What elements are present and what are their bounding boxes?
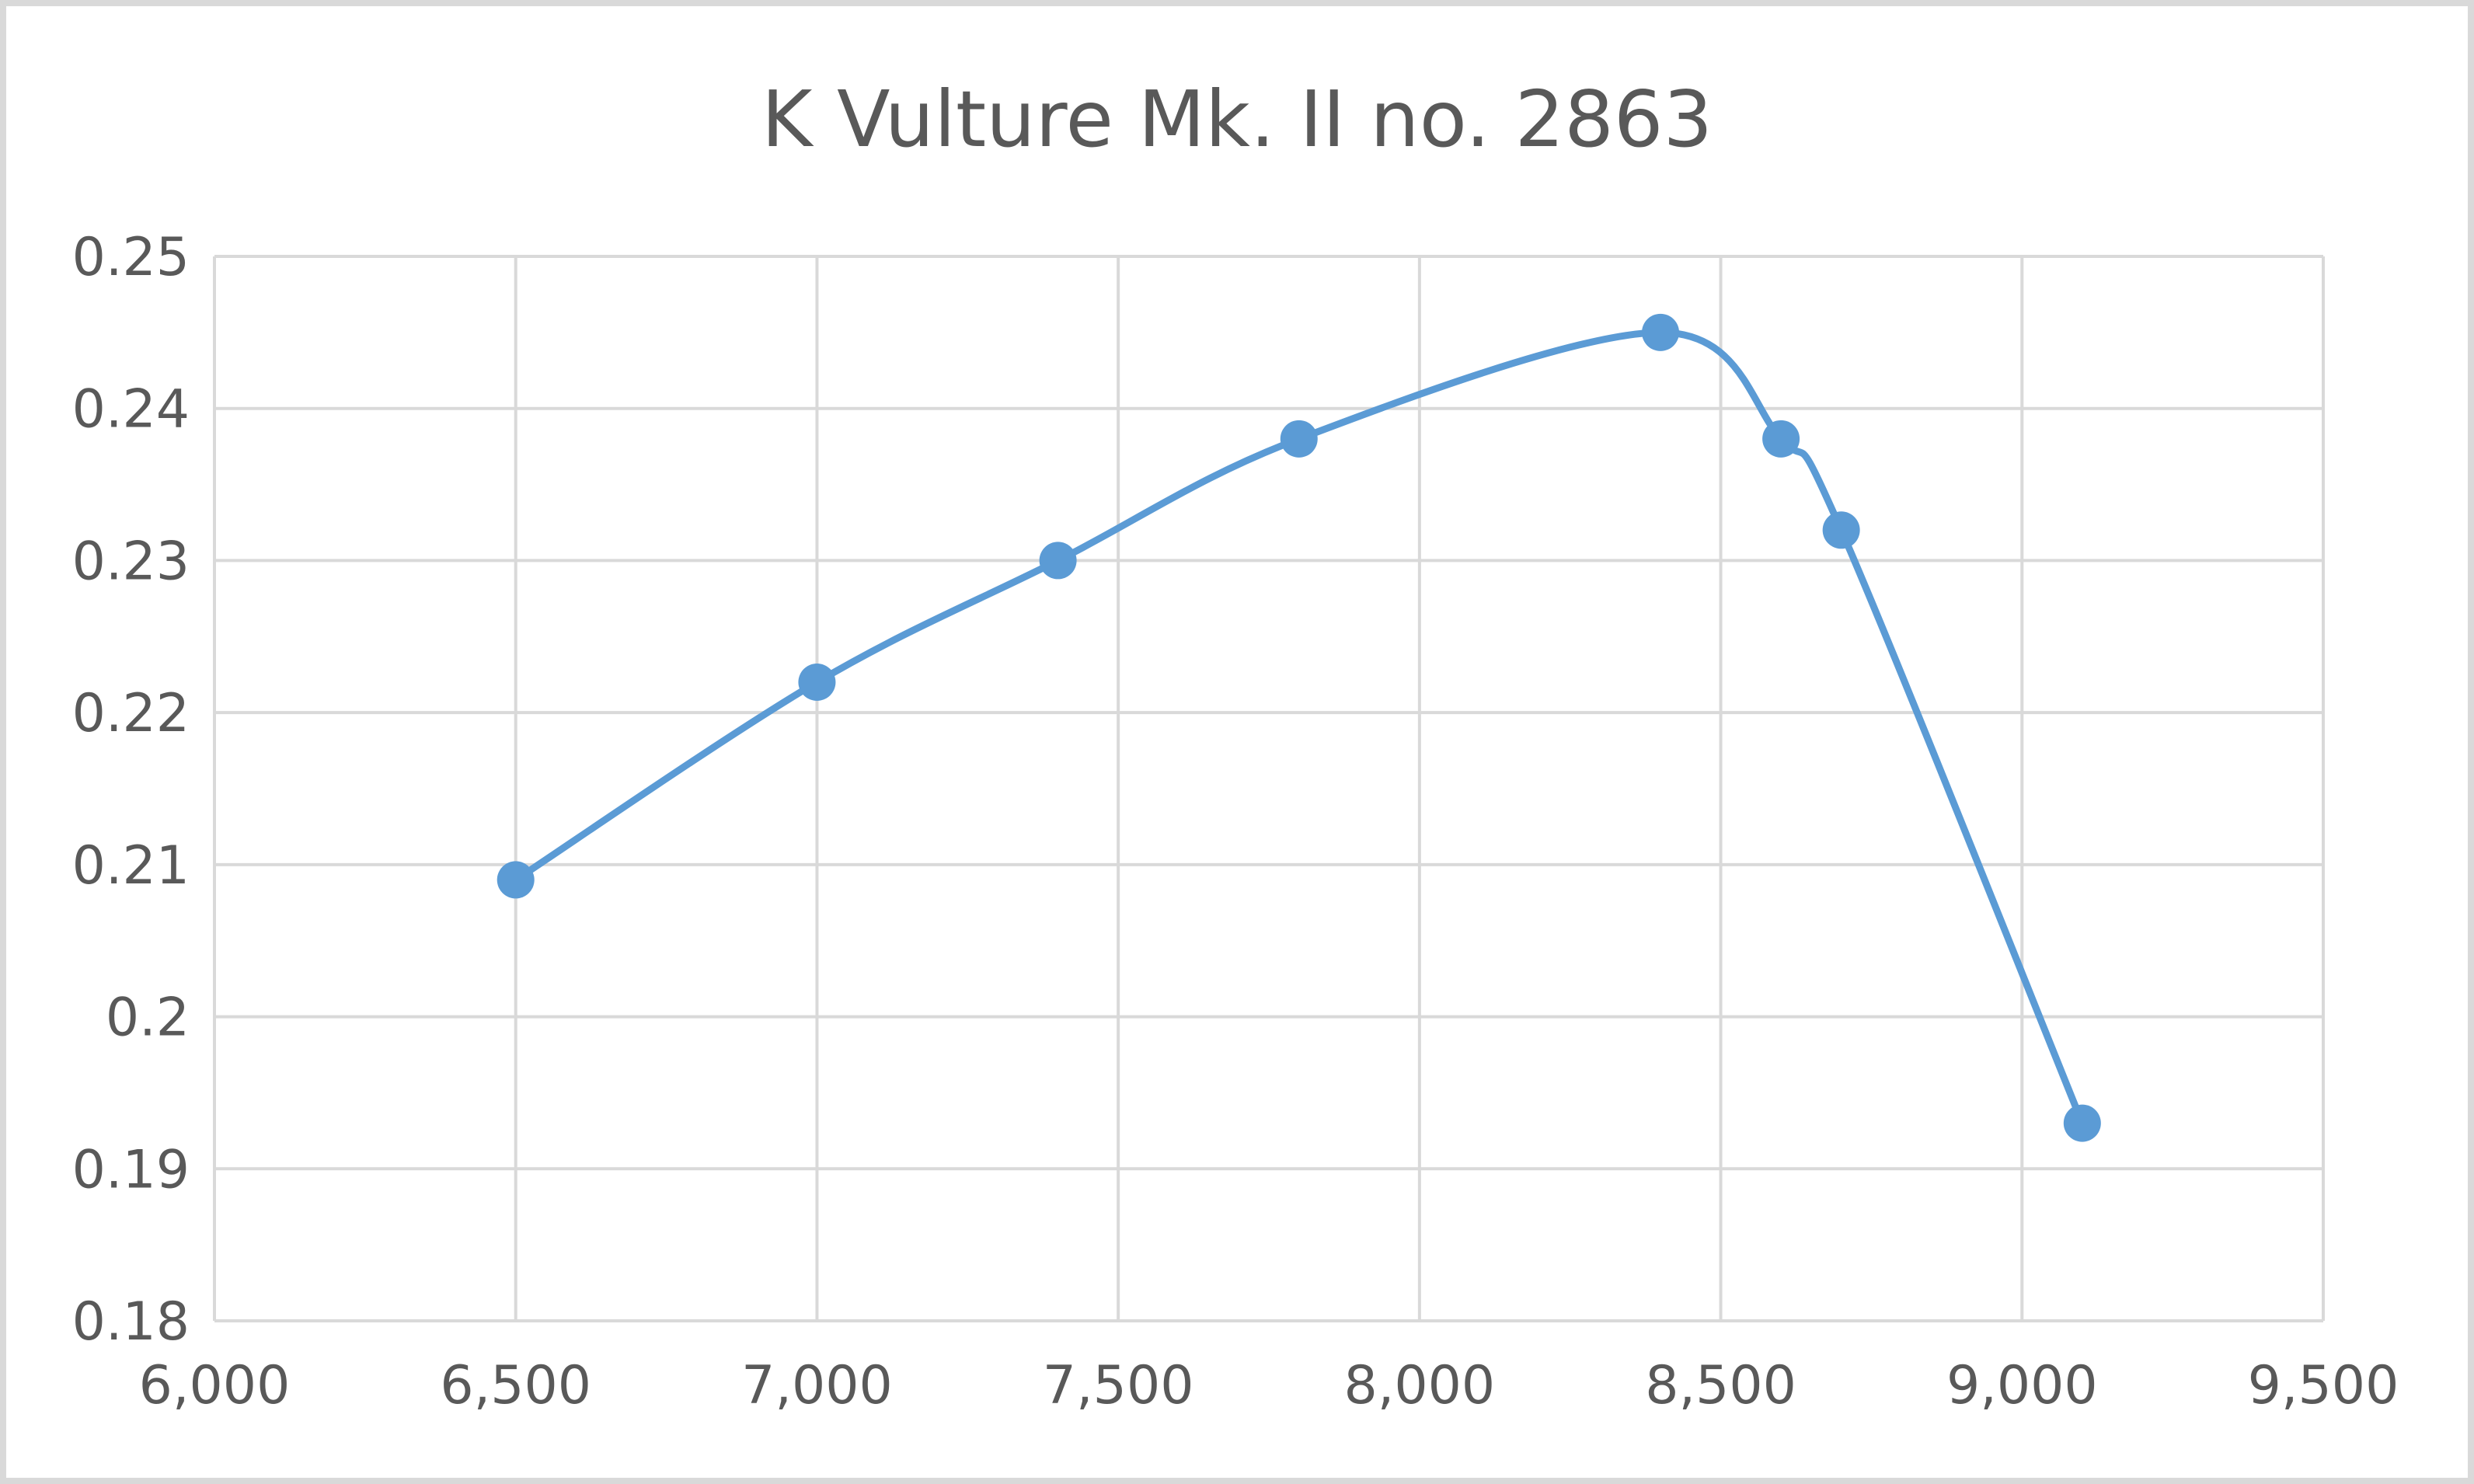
y-tick-label: 0.19 xyxy=(72,1139,190,1200)
y-tick-label: 0.25 xyxy=(72,227,190,288)
x-tick-label: 9,000 xyxy=(1946,1355,2098,1416)
data-point xyxy=(2063,1104,2101,1142)
data-point xyxy=(1762,420,1800,458)
data-point xyxy=(497,861,535,899)
y-axis-tick-labels: 0.18 0.19 0.2 0.21 0.22 0.23 0.24 0.25 xyxy=(72,227,190,1353)
y-tick-label: 0.23 xyxy=(72,531,190,592)
x-tick-label: 6,500 xyxy=(440,1355,591,1416)
data-point xyxy=(1280,420,1318,458)
y-tick-label: 0.22 xyxy=(72,683,190,744)
data-point xyxy=(1039,542,1077,580)
x-tick-label: 6,000 xyxy=(139,1355,291,1416)
series-layer xyxy=(497,313,2101,1142)
y-tick-label: 0.2 xyxy=(106,988,190,1049)
x-tick-label: 8,000 xyxy=(1344,1355,1496,1416)
y-tick-label: 0.21 xyxy=(72,835,190,897)
data-point xyxy=(1822,511,1860,549)
x-tick-label: 8,500 xyxy=(1645,1355,1796,1416)
x-tick-label: 9,500 xyxy=(2248,1355,2399,1416)
series-line xyxy=(512,329,2086,1127)
y-tick-label: 0.18 xyxy=(72,1291,190,1353)
data-point xyxy=(798,664,836,701)
data-point xyxy=(1642,313,1680,351)
x-axis-tick-labels: 6,000 6,500 7,000 7,500 8,000 8,500 9,000 9,500 xyxy=(139,1355,2399,1416)
grid-lines xyxy=(213,255,2325,1322)
chart-title: K Vulture Mk. II no. 2863 xyxy=(761,74,1713,165)
x-tick-label: 7,500 xyxy=(1043,1355,1194,1416)
x-tick-label: 7,000 xyxy=(741,1355,893,1416)
y-tick-label: 0.24 xyxy=(72,379,190,441)
